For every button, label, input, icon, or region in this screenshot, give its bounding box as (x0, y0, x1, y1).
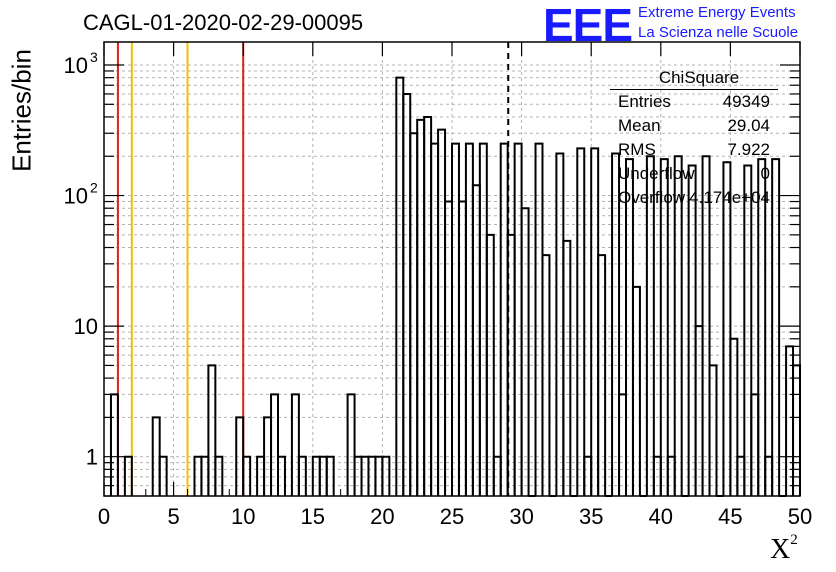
histogram-bin (520, 207, 530, 496)
histogram-bin (534, 142, 544, 496)
stats-key: Underflow (618, 164, 695, 183)
x-tick-label: 10 (231, 504, 255, 529)
histogram-bin (402, 92, 412, 496)
stats-row-underflow: Underflow 0 (610, 162, 778, 186)
histogram-bin (722, 161, 732, 496)
x-tick-label: 40 (649, 504, 673, 529)
histogram-bin (381, 455, 391, 496)
x-tick-label: 45 (718, 504, 742, 529)
x-tick-label: 15 (301, 504, 325, 529)
histogram-bin (485, 233, 495, 496)
histogram-bin (325, 455, 335, 496)
histogram-bin (771, 158, 781, 496)
histogram-bin (409, 132, 419, 496)
histogram-bin (694, 325, 704, 496)
histogram-bin (701, 155, 711, 496)
stats-key: Entries (618, 92, 671, 111)
histogram-bin (562, 239, 572, 496)
y-tick-label: 1 (86, 445, 98, 470)
x-tick-label: 20 (370, 504, 394, 529)
histogram-bin (109, 393, 119, 496)
histogram-bin (590, 147, 600, 496)
x-tick-label: 50 (788, 504, 812, 529)
histogram-bin (743, 164, 753, 496)
histogram-bin (708, 364, 718, 496)
y-tick-label: 10 (64, 184, 88, 209)
histogram-bin (729, 337, 739, 496)
histogram-bin (416, 118, 426, 496)
histogram-bin (618, 393, 627, 496)
x-axis-label-base: X (770, 534, 791, 565)
eee-logo: EEE Extreme Energy Events La Scienza nel… (543, 0, 833, 51)
stats-value: 29.04 (727, 116, 770, 135)
stats-box: ChiSquare Entries 49349 Mean 29.04 RMS 7.92… (610, 68, 778, 210)
stats-key: Mean (618, 116, 661, 135)
histogram-bin (270, 393, 279, 496)
histogram-bin (513, 142, 523, 496)
stats-row-mean: Mean 29.04 (610, 114, 778, 138)
stats-row-overflow: Overflow 4.174e+04 (610, 186, 778, 210)
histogram-bin (478, 142, 488, 496)
histogram-bin (457, 200, 467, 496)
histogram-bin (576, 147, 586, 496)
logo-mark: EEE (543, 0, 633, 51)
histogram-bin (444, 200, 453, 496)
stats-key: RMS (618, 140, 656, 159)
histogram-bin (207, 364, 217, 496)
logo-tagline-1: Extreme Energy Events (638, 4, 796, 21)
stats-value: 49349 (722, 92, 770, 111)
x-tick-label: 0 (98, 504, 110, 529)
x-tick-label: 25 (440, 504, 464, 529)
histogram-bin (297, 455, 307, 496)
histogram-bin (464, 142, 474, 496)
x-tick-label: 30 (509, 504, 533, 529)
histogram-bin (437, 128, 447, 496)
y-tick-label: 10 (64, 53, 88, 78)
histogram-bin (659, 158, 669, 496)
histogram-bin (541, 254, 551, 496)
histogram-bin (611, 152, 621, 496)
stats-value: 0 (760, 164, 770, 183)
histogram-bin (750, 393, 760, 496)
histogram-bin (631, 285, 641, 496)
stats-row-rms: RMS 7.922 (610, 138, 778, 162)
y-tick-exponent: 3 (90, 49, 98, 65)
y-tick-exponent: 2 (90, 180, 98, 196)
histogram-bin (214, 455, 224, 496)
logo-tagline-2: La Scienza nelle Scuole (638, 24, 799, 41)
histogram-bin (290, 393, 300, 496)
y-axis-label: Entries/bin (6, 49, 37, 172)
x-tick-label: 35 (579, 504, 603, 529)
histogram-bin (673, 155, 683, 496)
histogram-bin (555, 152, 565, 496)
histogram-bin (423, 115, 433, 496)
x-axis-label-superscript: 2 (790, 532, 798, 548)
histogram-bin (451, 142, 460, 496)
histogram-bin (597, 254, 607, 496)
stats-row-entries: Entries 49349 (610, 90, 778, 114)
histogram-bin (158, 455, 168, 496)
x-axis-label: X2 (770, 532, 798, 566)
histogram-bin (430, 142, 440, 496)
histogram-bin (346, 393, 356, 496)
histogram-bin (123, 455, 133, 496)
histogram-bin (277, 455, 286, 496)
histogram-bin (757, 158, 767, 496)
x-tick-label: 5 (167, 504, 179, 529)
y-tick-label: 10 (74, 314, 98, 339)
histogram-bin (785, 345, 795, 496)
plot-title: CAGL-01-2020-02-29-00095 (83, 10, 364, 35)
histogram-bin (499, 142, 509, 496)
stats-value: 4.174e+04 (689, 188, 770, 207)
stats-title: ChiSquare (610, 68, 778, 90)
histogram-bin (242, 455, 252, 496)
histogram-bin (471, 184, 481, 496)
histogram-bin (687, 164, 697, 496)
stats-key: Overflow (618, 188, 686, 207)
stats-value: 7.922 (727, 140, 770, 159)
histogram-bin (645, 155, 655, 496)
